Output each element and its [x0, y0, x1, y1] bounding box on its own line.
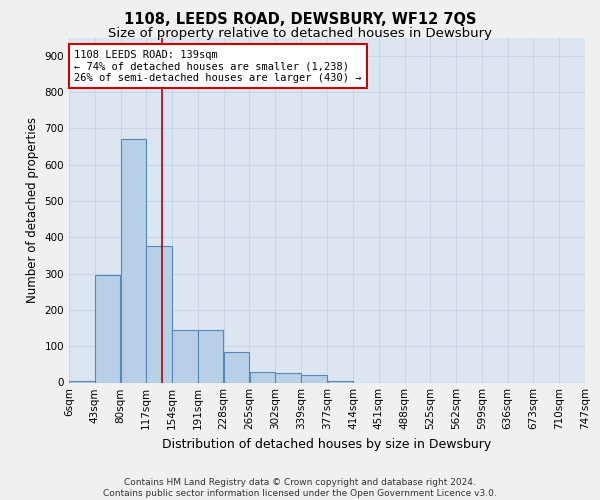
Text: Size of property relative to detached houses in Dewsbury: Size of property relative to detached ho…: [108, 28, 492, 40]
Bar: [275, 374, 301, 382]
Bar: [301, 375, 327, 382]
X-axis label: Distribution of detached houses by size in Dewsbury: Distribution of detached houses by size …: [163, 438, 491, 451]
Text: 1108 LEEDS ROAD: 139sqm
← 74% of detached houses are smaller (1,238)
26% of semi: 1108 LEEDS ROAD: 139sqm ← 74% of detache…: [74, 50, 362, 83]
Y-axis label: Number of detached properties: Number of detached properties: [26, 117, 39, 303]
Bar: [95, 276, 121, 382]
Bar: [121, 139, 146, 382]
Bar: [198, 330, 223, 382]
Bar: [224, 352, 249, 382]
Bar: [172, 330, 197, 382]
Bar: [69, 380, 95, 382]
Bar: [250, 372, 275, 382]
Bar: [328, 380, 353, 382]
Text: Contains HM Land Registry data © Crown copyright and database right 2024.
Contai: Contains HM Land Registry data © Crown c…: [103, 478, 497, 498]
Bar: [146, 246, 172, 382]
Text: 1108, LEEDS ROAD, DEWSBURY, WF12 7QS: 1108, LEEDS ROAD, DEWSBURY, WF12 7QS: [124, 12, 476, 28]
